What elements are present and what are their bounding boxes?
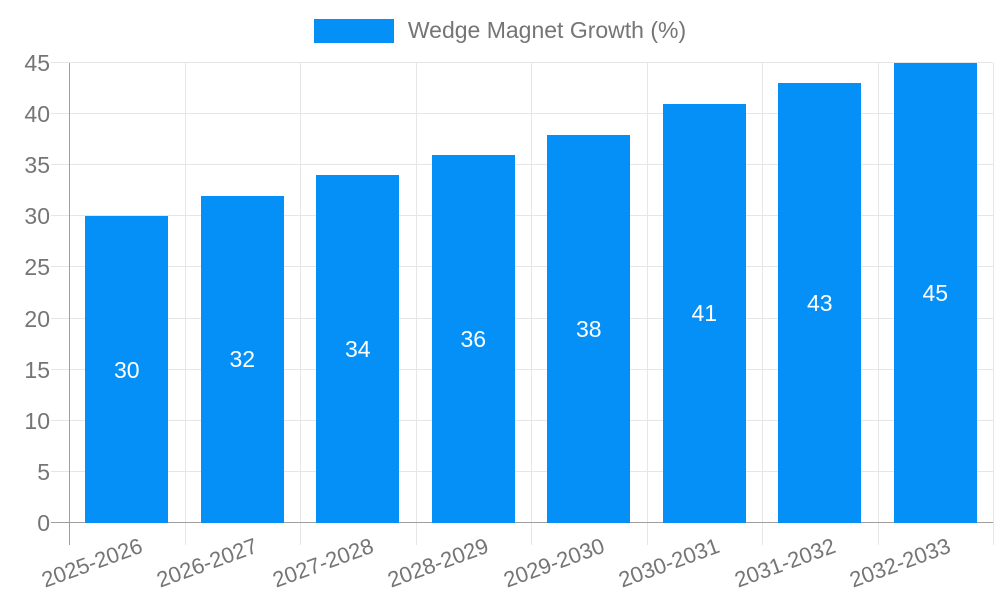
- bar-value-label: 30: [114, 356, 140, 383]
- bar[interactable]: [316, 175, 400, 523]
- gridline-v: [531, 63, 532, 545]
- x-axis-line: [51, 522, 993, 523]
- gridline-h: [51, 419, 993, 421]
- gridline-h: [51, 266, 993, 268]
- gridline-v: [762, 63, 763, 545]
- gridline-v: [416, 63, 417, 545]
- y-axis-tick-label: 10: [24, 407, 50, 434]
- y-axis-tick-label: 0: [37, 510, 50, 536]
- gridline-v: [185, 63, 186, 545]
- y-axis-tick-label: 25: [24, 254, 50, 281]
- gridline-v: [878, 63, 879, 545]
- gridline-v: [300, 63, 301, 545]
- gridline-h: [51, 470, 993, 472]
- bar-value-label: 36: [460, 326, 487, 352]
- legend-swatch: [313, 18, 394, 43]
- y-axis-tick-label: 40: [24, 101, 50, 128]
- y-axis-tick-label: 15: [24, 356, 50, 383]
- gridline-h: [51, 215, 993, 217]
- bar-value-label: 34: [345, 336, 371, 363]
- legend[interactable]: Wedge Magnet Growth (%): [0, 17, 1000, 44]
- bar-value-label: 45: [922, 280, 949, 306]
- bar[interactable]: [893, 63, 977, 523]
- bar[interactable]: [778, 83, 862, 523]
- bar[interactable]: [662, 103, 746, 523]
- gridline-h: [51, 368, 993, 370]
- gridline-h: [51, 164, 993, 166]
- bar[interactable]: [547, 134, 631, 523]
- legend-label: Wedge Magnet Growth (%): [407, 17, 687, 43]
- y-axis-line: [69, 63, 70, 545]
- bar[interactable]: [85, 216, 169, 523]
- y-axis-tick-label: 35: [24, 152, 50, 179]
- bar-value-label: 43: [807, 290, 833, 317]
- bar-value-label: 32: [229, 346, 256, 373]
- gridline-v: [993, 63, 994, 545]
- bar-value-label: 41: [691, 300, 718, 327]
- y-axis-tick-label: 5: [37, 458, 50, 485]
- gridline-h: [51, 113, 993, 115]
- y-axis-tick-label: 45: [24, 50, 50, 76]
- y-axis-tick-label: 30: [24, 203, 50, 230]
- bar[interactable]: [200, 195, 284, 523]
- gridline-h: [51, 62, 993, 63]
- plot-area: 30 32 34 36 38 41 43 45: [51, 62, 994, 545]
- gridline-v: [647, 63, 648, 545]
- y-axis-tick-label: 20: [24, 305, 50, 332]
- gridline-h: [51, 317, 993, 319]
- bar-value-label: 38: [576, 315, 602, 342]
- bar[interactable]: [431, 155, 515, 523]
